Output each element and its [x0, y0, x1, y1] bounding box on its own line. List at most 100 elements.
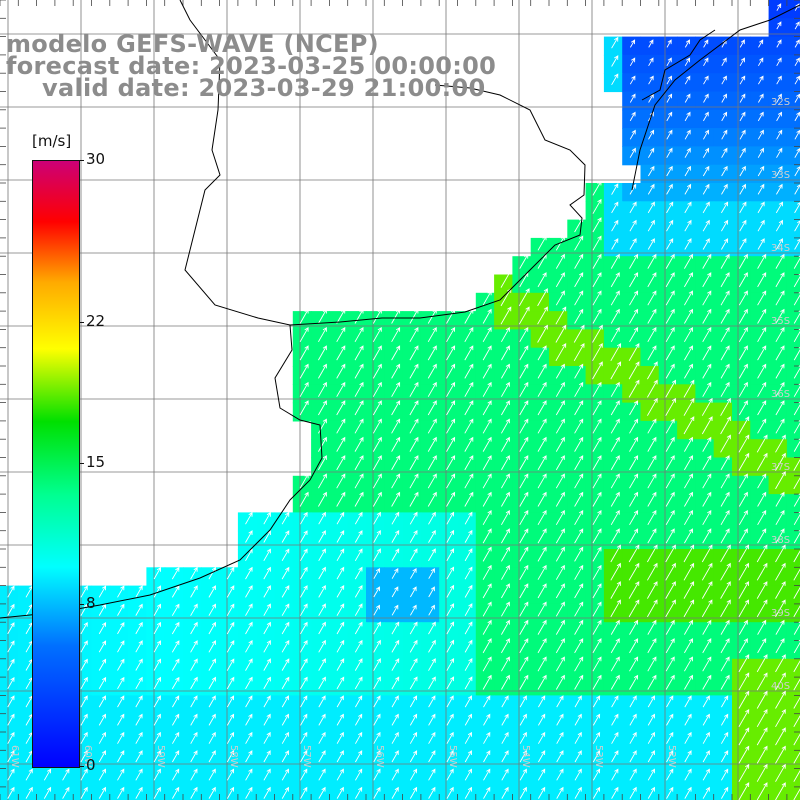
wind-speed-cell [549, 786, 568, 800]
wind-arrow [135, 786, 143, 799]
wind-arrow [757, 326, 767, 343]
wind-arrow [245, 621, 253, 635]
wind-arrow [537, 288, 548, 307]
wind-arrow [793, 546, 800, 563]
wind-arrow [739, 57, 745, 67]
wind-arrow [775, 452, 786, 471]
wind-arrow [464, 491, 474, 507]
wind-arrow [501, 345, 510, 361]
wind-arrow [318, 381, 327, 397]
wind-arrow [592, 528, 602, 544]
wind-arrow [208, 658, 216, 671]
wind-arrow [775, 471, 786, 490]
wind-arrow [410, 586, 417, 598]
wind-arrow [446, 566, 455, 580]
wind-arrow [775, 434, 786, 453]
wind-arrow [738, 638, 748, 654]
wind-arrow [684, 326, 693, 343]
wind-arrow [153, 658, 161, 671]
wind-speed-cell [420, 786, 440, 800]
wind-arrow [482, 619, 492, 635]
wind-arrow [464, 639, 473, 653]
wind-speed-cell [786, 494, 800, 513]
wind-arrow [647, 562, 658, 581]
wind-arrow [629, 183, 637, 195]
wind-speed-cell [786, 274, 800, 294]
wind-arrow [738, 290, 748, 306]
wind-arrow [775, 201, 783, 214]
wind-arrow [537, 528, 547, 544]
wind-arrow [98, 585, 107, 598]
wind-arrow [592, 361, 603, 380]
wind-arrow [300, 658, 308, 671]
wind-arrow [355, 731, 363, 744]
wind-arrow [519, 768, 527, 781]
colorbar-tick-label: 30 [86, 150, 106, 168]
wind-speed-cell [457, 786, 477, 800]
wind-arrow [703, 129, 709, 140]
wind-speed-cell [420, 603, 440, 623]
wind-arrow [684, 219, 692, 232]
wind-arrow [171, 585, 180, 598]
wind-arrows [7, 3, 800, 800]
wind-arrow [410, 567, 417, 579]
wind-speed-cell [201, 786, 221, 800]
wind-arrow [757, 400, 767, 416]
wind-speed-cell [347, 786, 367, 800]
wind-arrow [501, 418, 510, 434]
wind-speed-cell [786, 128, 800, 147]
wind-arrow [720, 272, 730, 288]
wind-arrow [373, 676, 381, 690]
latitude-label: 39S [771, 608, 790, 619]
wind-arrow [775, 562, 786, 581]
wind-arrow [574, 455, 584, 471]
wind-arrow [738, 690, 750, 709]
wind-speed-cell [420, 585, 440, 605]
wind-arrow [775, 599, 786, 618]
wind-arrow [610, 581, 621, 599]
wind-arrow [757, 308, 767, 324]
wind-arrow [555, 583, 565, 599]
latitude-label: 38S [771, 535, 790, 546]
wind-arrow [629, 111, 636, 122]
wind-arrow [98, 640, 107, 653]
wind-arrow [720, 308, 730, 324]
wind-speed-cell [640, 786, 660, 800]
wind-speed-cell [786, 713, 800, 733]
wind-arrow [446, 695, 454, 708]
wind-arrow [391, 345, 401, 361]
model-title: modelo GEFS-WAVE (NCEP) [6, 30, 379, 58]
wind-arrow [153, 566, 161, 580]
wind-arrow [117, 768, 125, 781]
wind-arrow [538, 768, 546, 781]
wind-arrow [720, 416, 731, 435]
wind-arrow [318, 786, 326, 799]
wind-arrow [537, 638, 547, 654]
wind-arrow [665, 253, 675, 269]
wind-arrow [555, 546, 565, 562]
wind-arrow [703, 39, 709, 48]
wind-arrow [409, 621, 418, 635]
wind-arrow [574, 619, 584, 635]
wind-arrow [336, 603, 345, 616]
wind-arrow [428, 530, 436, 543]
wind-arrow [574, 731, 582, 744]
wind-arrow [299, 308, 309, 324]
wind-arrow [208, 713, 216, 726]
wind-arrow [537, 473, 547, 489]
wind-arrow [610, 528, 620, 544]
wind-arrow [98, 768, 106, 781]
wind-arrow [756, 562, 768, 581]
wind-arrow [684, 57, 691, 67]
wind-arrow [245, 530, 253, 543]
wind-arrow [647, 290, 657, 306]
wind-arrow [245, 731, 253, 744]
wind-arrow [738, 345, 748, 361]
wind-arrow [629, 491, 639, 507]
wind-arrow [446, 731, 454, 744]
wind-arrow [25, 768, 33, 781]
wind-arrow [7, 750, 15, 763]
wind-arrow [7, 695, 15, 708]
wind-arrow [629, 768, 637, 781]
wind-speed-cell [603, 786, 623, 800]
